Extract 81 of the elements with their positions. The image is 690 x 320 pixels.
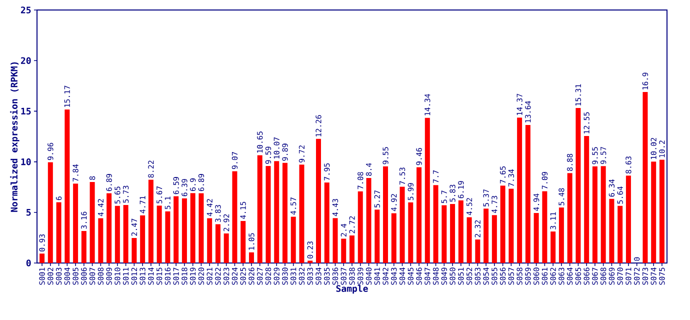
bar — [123, 205, 128, 263]
bar — [525, 124, 530, 263]
bar — [190, 193, 196, 263]
bar — [198, 193, 204, 263]
y-tick-label: 5 — [26, 209, 31, 216]
bar — [567, 173, 572, 263]
bar — [475, 240, 480, 263]
bar — [282, 162, 288, 263]
bar — [442, 205, 447, 263]
bar — [391, 213, 396, 263]
bar — [508, 188, 514, 263]
bar — [408, 202, 414, 263]
bar — [558, 208, 564, 263]
bar — [584, 136, 590, 263]
bar — [140, 215, 146, 263]
bar — [366, 178, 372, 263]
bar — [416, 167, 422, 263]
bar — [114, 206, 120, 263]
bar — [517, 118, 522, 263]
y-tick-label: 20 — [20, 57, 31, 64]
bar — [224, 233, 229, 263]
bar — [458, 200, 464, 263]
bar — [73, 184, 78, 263]
bar — [257, 155, 262, 263]
bar — [299, 164, 304, 263]
bar — [576, 108, 581, 263]
bar — [215, 224, 220, 263]
bar — [600, 166, 606, 263]
bar — [266, 166, 271, 263]
bar — [156, 206, 162, 263]
bar — [56, 202, 62, 263]
bar — [374, 210, 380, 263]
bar — [81, 231, 86, 263]
bar — [332, 218, 338, 263]
bar — [350, 235, 355, 263]
x-axis-title: Sample — [336, 284, 368, 294]
bar — [383, 166, 388, 263]
bar — [132, 238, 137, 263]
bar — [98, 218, 104, 263]
bar — [40, 254, 45, 263]
bar — [550, 232, 556, 263]
bar — [64, 109, 70, 263]
y-tick-label: 15 — [21, 108, 31, 115]
bar — [542, 191, 548, 263]
bar — [248, 252, 254, 263]
bar — [626, 176, 631, 263]
bar — [592, 166, 598, 263]
bar — [240, 220, 246, 263]
bar — [148, 180, 154, 263]
bar — [659, 160, 664, 263]
bar — [207, 218, 212, 263]
bar — [174, 196, 179, 263]
y-tick-label: 10 — [21, 158, 31, 166]
y-axis-title: Normalized expression (RPKM) — [10, 62, 20, 212]
bar — [274, 161, 280, 263]
bar — [358, 191, 363, 263]
bar — [618, 206, 623, 263]
bar — [651, 162, 656, 263]
bar — [106, 193, 112, 263]
y-tick-label: 25 — [20, 6, 31, 14]
bar — [484, 208, 489, 263]
bar — [609, 198, 614, 263]
bar — [492, 215, 497, 263]
bar — [324, 182, 330, 263]
bar — [341, 238, 346, 263]
bar — [316, 138, 321, 263]
bar — [48, 162, 53, 263]
bar — [232, 171, 238, 263]
bar — [500, 186, 506, 263]
bar — [290, 216, 296, 263]
bar — [400, 186, 405, 263]
bar — [182, 198, 187, 263]
bar — [450, 204, 456, 263]
bar — [165, 211, 170, 263]
bar — [642, 92, 648, 263]
bar — [534, 212, 539, 263]
bar — [424, 118, 430, 263]
bar — [466, 217, 472, 263]
bar — [433, 185, 438, 263]
y-tick-label: 0 — [26, 260, 31, 266]
bar — [90, 182, 95, 263]
